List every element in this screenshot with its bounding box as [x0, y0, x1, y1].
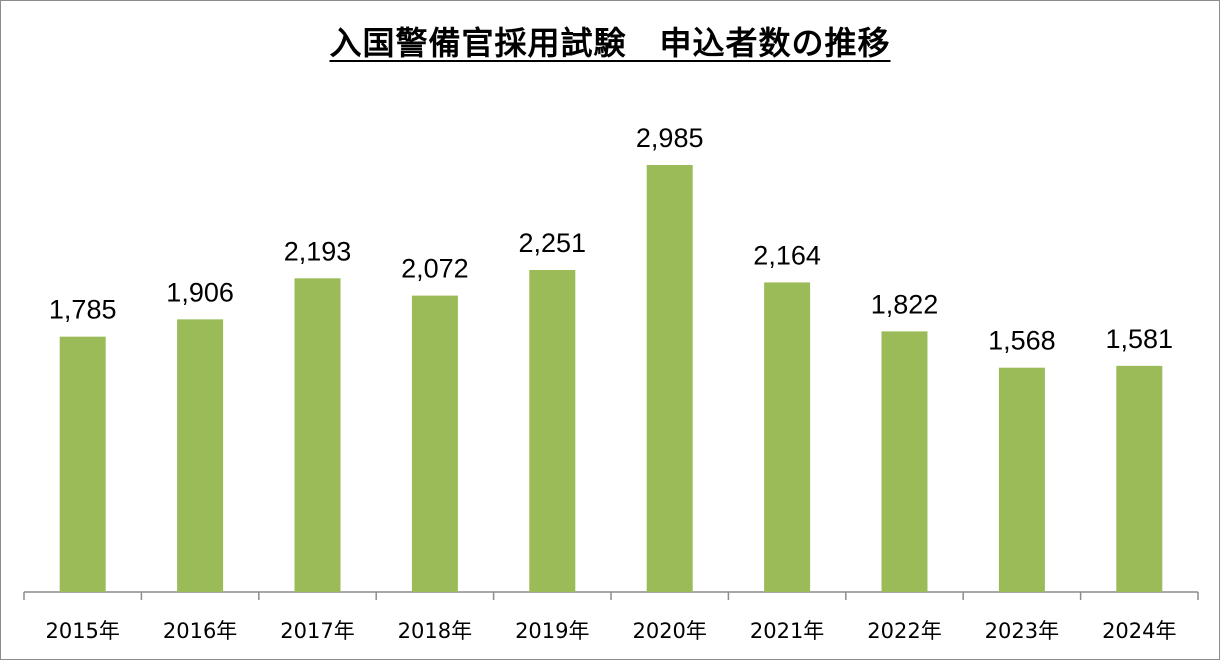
data-label: 2,985 — [636, 123, 704, 153]
bar — [764, 282, 811, 592]
data-label: 1,906 — [166, 277, 234, 307]
data-label: 2,251 — [519, 228, 587, 258]
data-label: 2,164 — [753, 240, 821, 270]
bar — [529, 269, 576, 592]
bar — [1116, 365, 1163, 592]
chart-title-text: 入国警備官採用試験 申込者数の推移 — [329, 24, 891, 62]
data-label: 2,072 — [401, 254, 469, 284]
bar — [294, 278, 341, 592]
bar — [177, 319, 224, 592]
bar — [646, 165, 693, 592]
x-tick-label: 2016年 — [163, 619, 237, 643]
bar — [411, 295, 458, 592]
chart-title: 入国警備官採用試験 申込者数の推移 — [0, 18, 1220, 64]
bar — [998, 367, 1045, 592]
data-label: 2,193 — [284, 236, 352, 266]
x-tick-label: 2024年 — [1102, 619, 1176, 643]
x-tick-label: 2018年 — [398, 619, 472, 643]
bar — [881, 331, 928, 592]
bar — [59, 336, 106, 592]
data-label: 1,785 — [49, 295, 117, 325]
x-tick-label: 2021年 — [750, 619, 824, 643]
x-tick-label: 2019年 — [515, 619, 589, 643]
data-label: 1,581 — [1106, 324, 1174, 354]
x-tick-label: 2022年 — [867, 619, 941, 643]
x-tick-label: 2017年 — [280, 619, 354, 643]
x-tick-label: 2015年 — [45, 619, 119, 643]
data-label: 1,568 — [988, 326, 1056, 356]
x-tick-label: 2023年 — [985, 619, 1059, 643]
data-label: 1,822 — [871, 289, 939, 319]
x-tick-label: 2020年 — [632, 619, 706, 643]
